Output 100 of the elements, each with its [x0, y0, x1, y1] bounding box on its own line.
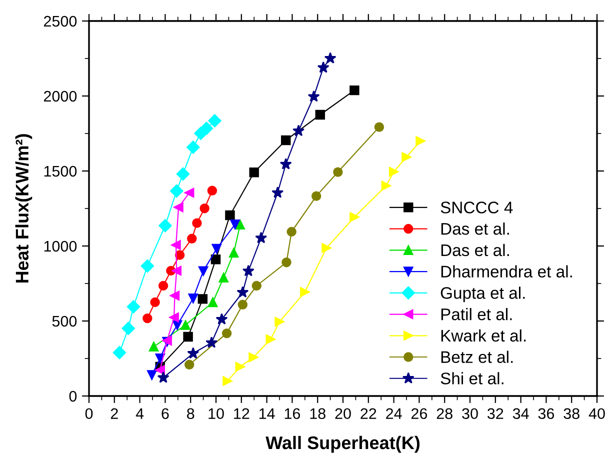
x-tick-label: 12 — [234, 408, 250, 419]
point — [184, 360, 194, 370]
point — [280, 135, 291, 146]
legend-label: Das et al. — [441, 222, 509, 235]
x-tick-label: 24 — [386, 408, 402, 419]
legend-label: Shi et al. — [440, 372, 504, 384]
point — [158, 280, 168, 291]
point — [170, 290, 180, 301]
point — [157, 371, 170, 383]
point — [172, 266, 182, 276]
legend-label: Das et al. — [441, 244, 509, 256]
point — [272, 186, 284, 198]
y-tick-label: 1500 — [44, 166, 77, 177]
point — [242, 264, 254, 276]
point — [308, 90, 320, 102]
point — [416, 136, 426, 146]
point — [317, 61, 330, 73]
point — [333, 167, 343, 177]
point — [216, 313, 228, 325]
x-tick-label: 6 — [162, 408, 169, 420]
x-tick-label: 0 — [85, 408, 93, 420]
point — [112, 346, 126, 360]
x-tick-label: 14 — [259, 408, 275, 419]
point — [155, 353, 165, 364]
y-tick-label: 500 — [52, 316, 77, 327]
x-tick-label: 18 — [310, 408, 326, 420]
point — [225, 210, 235, 220]
point — [208, 114, 222, 128]
point — [208, 297, 218, 308]
y-tick-label: 2000 — [44, 90, 77, 102]
x-tick-label: 40 — [588, 408, 605, 420]
legend-label: Betz et al. — [441, 350, 513, 364]
point — [150, 297, 160, 308]
point — [192, 218, 202, 228]
point — [324, 52, 336, 64]
legend-label: Dharmendra et al. — [441, 265, 572, 278]
point — [200, 203, 210, 214]
point — [158, 219, 172, 232]
point — [148, 342, 159, 352]
point — [188, 293, 198, 304]
point — [186, 140, 200, 154]
point — [207, 186, 218, 196]
x-tick-label: 16 — [284, 408, 300, 420]
point — [184, 188, 194, 198]
point — [388, 166, 399, 177]
x-tick-label: 36 — [538, 408, 554, 420]
point — [381, 180, 392, 191]
point — [322, 243, 332, 253]
x-tick-label: 30 — [462, 408, 478, 420]
x-tick-label: 34 — [512, 408, 529, 420]
y-axis-title: Heat Flux(KW/m²) — [15, 134, 32, 283]
point — [311, 191, 322, 201]
point — [350, 212, 360, 222]
point — [122, 322, 135, 335]
y-tick-label: 1000 — [44, 240, 77, 252]
x-axis-title: Wall Superheat(K) — [266, 436, 420, 453]
point — [200, 122, 214, 135]
point — [174, 202, 184, 212]
point — [315, 110, 325, 120]
point — [126, 300, 140, 314]
point — [249, 167, 259, 178]
point — [292, 124, 305, 136]
y-tick-label: 2500 — [44, 16, 77, 27]
point — [218, 272, 228, 283]
point — [140, 259, 154, 273]
point — [300, 287, 310, 297]
point — [169, 312, 179, 322]
point — [142, 313, 152, 324]
x-tick-label: 32 — [487, 408, 504, 420]
point — [198, 294, 208, 304]
point — [280, 158, 292, 170]
point — [255, 232, 268, 244]
point — [235, 220, 245, 230]
point — [236, 286, 249, 298]
x-tick-label: 38 — [564, 408, 580, 420]
legend-label: Patil et al. — [441, 308, 512, 320]
point — [172, 320, 182, 330]
x-tick-label: 28 — [436, 408, 452, 420]
x-tick-label: 4 — [136, 408, 144, 419]
point — [266, 334, 276, 344]
point — [187, 234, 197, 244]
point — [230, 220, 240, 230]
point — [286, 226, 296, 237]
x-tick-label: 8 — [187, 408, 194, 420]
point — [222, 328, 232, 338]
legend-label: Kwark et al. — [441, 329, 526, 342]
point — [183, 332, 193, 342]
point — [222, 376, 232, 386]
x-tick-label: 10 — [208, 408, 224, 420]
x-tick-label: 20 — [335, 408, 351, 420]
point — [228, 248, 239, 258]
point — [170, 184, 184, 198]
point — [402, 152, 412, 162]
legend-label: Gupta et al. — [440, 286, 525, 302]
y-tick-label: 0 — [69, 390, 77, 402]
point — [350, 85, 360, 96]
x-tick-label: 26 — [411, 408, 428, 420]
point — [248, 352, 258, 362]
point — [147, 370, 157, 380]
point — [171, 240, 181, 250]
